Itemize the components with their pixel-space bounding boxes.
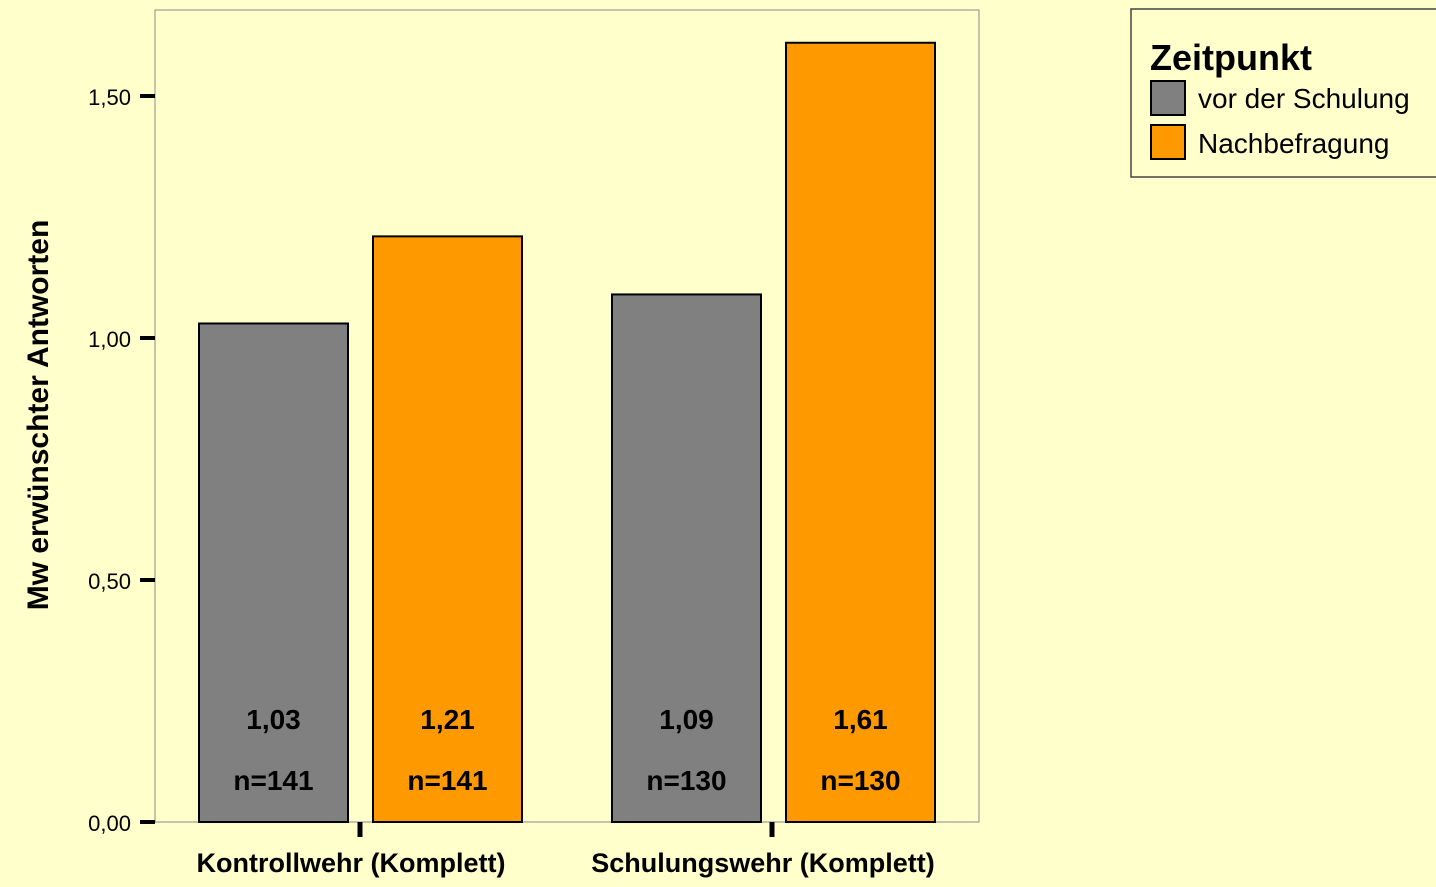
bar-value-label: 1,61 xyxy=(833,704,888,735)
bar xyxy=(198,322,349,823)
y-tick-label: 1,50 xyxy=(88,85,131,110)
bars: 1,03 n=141 1,21 n=141 1,09 n=130 1,61 n=130 xyxy=(198,41,936,824)
bar-value-label: 1,09 xyxy=(659,704,714,735)
y-tick-label: 0,50 xyxy=(88,569,131,594)
y-tick-label: 1,00 xyxy=(88,327,131,352)
y-axis-label: Mw erwünschter Antworten xyxy=(22,220,55,611)
bar xyxy=(611,293,762,823)
y-tick-label: 0,00 xyxy=(88,811,131,836)
legend: Zeitpunkt vor der Schulung Nachbefragung xyxy=(1130,8,1436,178)
bar-n-label: n=141 xyxy=(233,765,313,796)
x-axis: Kontrollwehr (Komplett) Schulungswehr (Ko… xyxy=(197,822,935,878)
bar xyxy=(785,41,936,823)
bar-n-label: n=130 xyxy=(646,765,726,796)
bar-value-label: 1,21 xyxy=(420,704,475,735)
bar-value-label: 1,03 xyxy=(246,704,301,735)
legend-swatch-vor-der-schulung xyxy=(1150,80,1186,116)
legend-swatch-nachbefragung xyxy=(1150,124,1186,160)
y-axis: 0,00 0,50 1,00 1,50 xyxy=(88,85,155,836)
x-category-label: Kontrollwehr (Komplett) xyxy=(197,848,506,878)
bar-n-label: n=130 xyxy=(820,765,900,796)
bar-n-label: n=141 xyxy=(407,765,487,796)
legend-label-nachbefragung: Nachbefragung xyxy=(1198,128,1389,159)
legend-title: Zeitpunkt xyxy=(1150,37,1312,78)
legend-label-vor-der-schulung: vor der Schulung xyxy=(1198,83,1410,114)
bar xyxy=(372,235,523,824)
x-category-label: Schulungswehr (Komplett) xyxy=(591,848,935,878)
